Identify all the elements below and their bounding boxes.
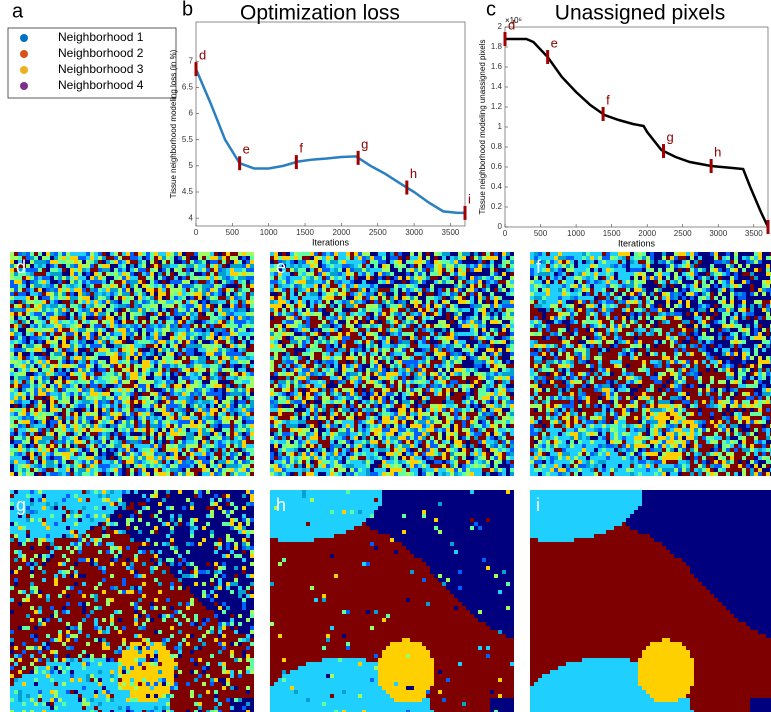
image-panel: [530, 252, 771, 476]
marker-label: g: [667, 129, 674, 144]
chart-title: Optimization loss: [240, 2, 400, 25]
legend-label: Neighborhood 3: [58, 62, 144, 76]
image-panel: [270, 490, 514, 712]
panel-label: b: [182, 0, 193, 20]
marker-label: g: [361, 136, 368, 151]
x-tick-label: 3000: [709, 229, 727, 238]
x-tick-label: 2000: [638, 229, 656, 238]
legend-marker: [20, 50, 28, 58]
marker-label: h: [714, 144, 721, 159]
y-axis-label: Tissue neighborhood modeling unassigned …: [478, 40, 487, 215]
line: [505, 39, 768, 227]
y-tick-label: 5.5: [182, 135, 194, 144]
image-panel: [10, 490, 254, 712]
x-tick-label: 0: [194, 228, 199, 237]
x-tick-label: 3500: [745, 229, 763, 238]
x-axis-label: Iterations: [618, 238, 656, 248]
image-panel: [10, 252, 254, 476]
x-tick-label: 1500: [603, 229, 621, 238]
page: {"panel_a": {"label": "a", "legend": [ {…: [0, 0, 771, 712]
x-tick-label: 2500: [674, 229, 692, 238]
y-tick-label: 1.4: [491, 82, 503, 91]
y-axis-label: Tissue neighborhood modeling loss (in %): [169, 49, 178, 198]
marker-label: h: [410, 166, 417, 181]
x-tick-label: 1000: [567, 229, 585, 238]
figure: a Neighborhood 1 Neighborhood 2 Neighborho…: [0, 0, 771, 712]
legend-label: Neighborhood 4: [58, 78, 144, 92]
x-tick-label: 1500: [296, 228, 314, 237]
y-tick-label: 6: [189, 109, 194, 118]
x-axis-label: Iterations: [312, 237, 350, 247]
chart-title: Unassigned pixels: [555, 2, 725, 25]
marker-label: e: [243, 142, 250, 157]
y-tick-label: 1.6: [491, 62, 503, 71]
x-tick-label: 3500: [442, 228, 460, 237]
panel-label: g: [16, 495, 26, 515]
plot-frame: [505, 27, 768, 227]
x-tick-label: 500: [226, 228, 240, 237]
y-tick-label: 1.2: [491, 102, 503, 111]
panel-label: d: [16, 257, 26, 277]
y-tick-label: 0.8: [491, 142, 503, 151]
x-tick-label: 0: [503, 229, 508, 238]
y-tick-label: 0.4: [491, 182, 503, 191]
image-panel: [270, 252, 514, 476]
legend-marker: [20, 66, 28, 74]
panel-label: c: [486, 0, 496, 20]
legend-marker: [20, 82, 28, 90]
marker-label: d: [199, 48, 206, 63]
legend-label: Neighborhood 1: [58, 30, 144, 44]
panel-label: a: [12, 0, 24, 22]
panel-label: e: [276, 257, 286, 277]
y-tick-label: 0.6: [491, 162, 503, 171]
x-tick-label: 500: [534, 229, 548, 238]
y-tick-label: 1: [498, 122, 503, 131]
panel-label: i: [536, 495, 540, 515]
y-tick-label: 7: [189, 56, 194, 65]
x-tick-label: 3000: [405, 228, 423, 237]
y-tick-label: 4: [189, 213, 194, 222]
y-tick-label: 1.8: [491, 42, 503, 51]
x-tick-label: 1000: [260, 228, 278, 237]
line: [196, 69, 465, 213]
x-tick-label: 2500: [369, 228, 387, 237]
marker-label: f: [299, 141, 303, 156]
y-tick-label: 4.5: [182, 187, 194, 196]
y-tick-label: 0.2: [491, 202, 503, 211]
y-tick-label: 2: [498, 22, 503, 31]
plot-frame: [196, 22, 465, 226]
marker-label: f: [606, 92, 610, 107]
x-tick-label: 2000: [333, 228, 351, 237]
y-tick-label: 6.5: [182, 82, 194, 91]
legend-marker: [20, 34, 28, 42]
legend-label: Neighborhood 2: [58, 46, 144, 60]
y-tick-label: 5: [189, 161, 194, 170]
image-panel: [530, 490, 771, 712]
panel-label: h: [276, 495, 286, 515]
marker-label: i: [468, 191, 471, 206]
marker-label: e: [551, 35, 558, 50]
marker-label: d: [508, 17, 515, 32]
